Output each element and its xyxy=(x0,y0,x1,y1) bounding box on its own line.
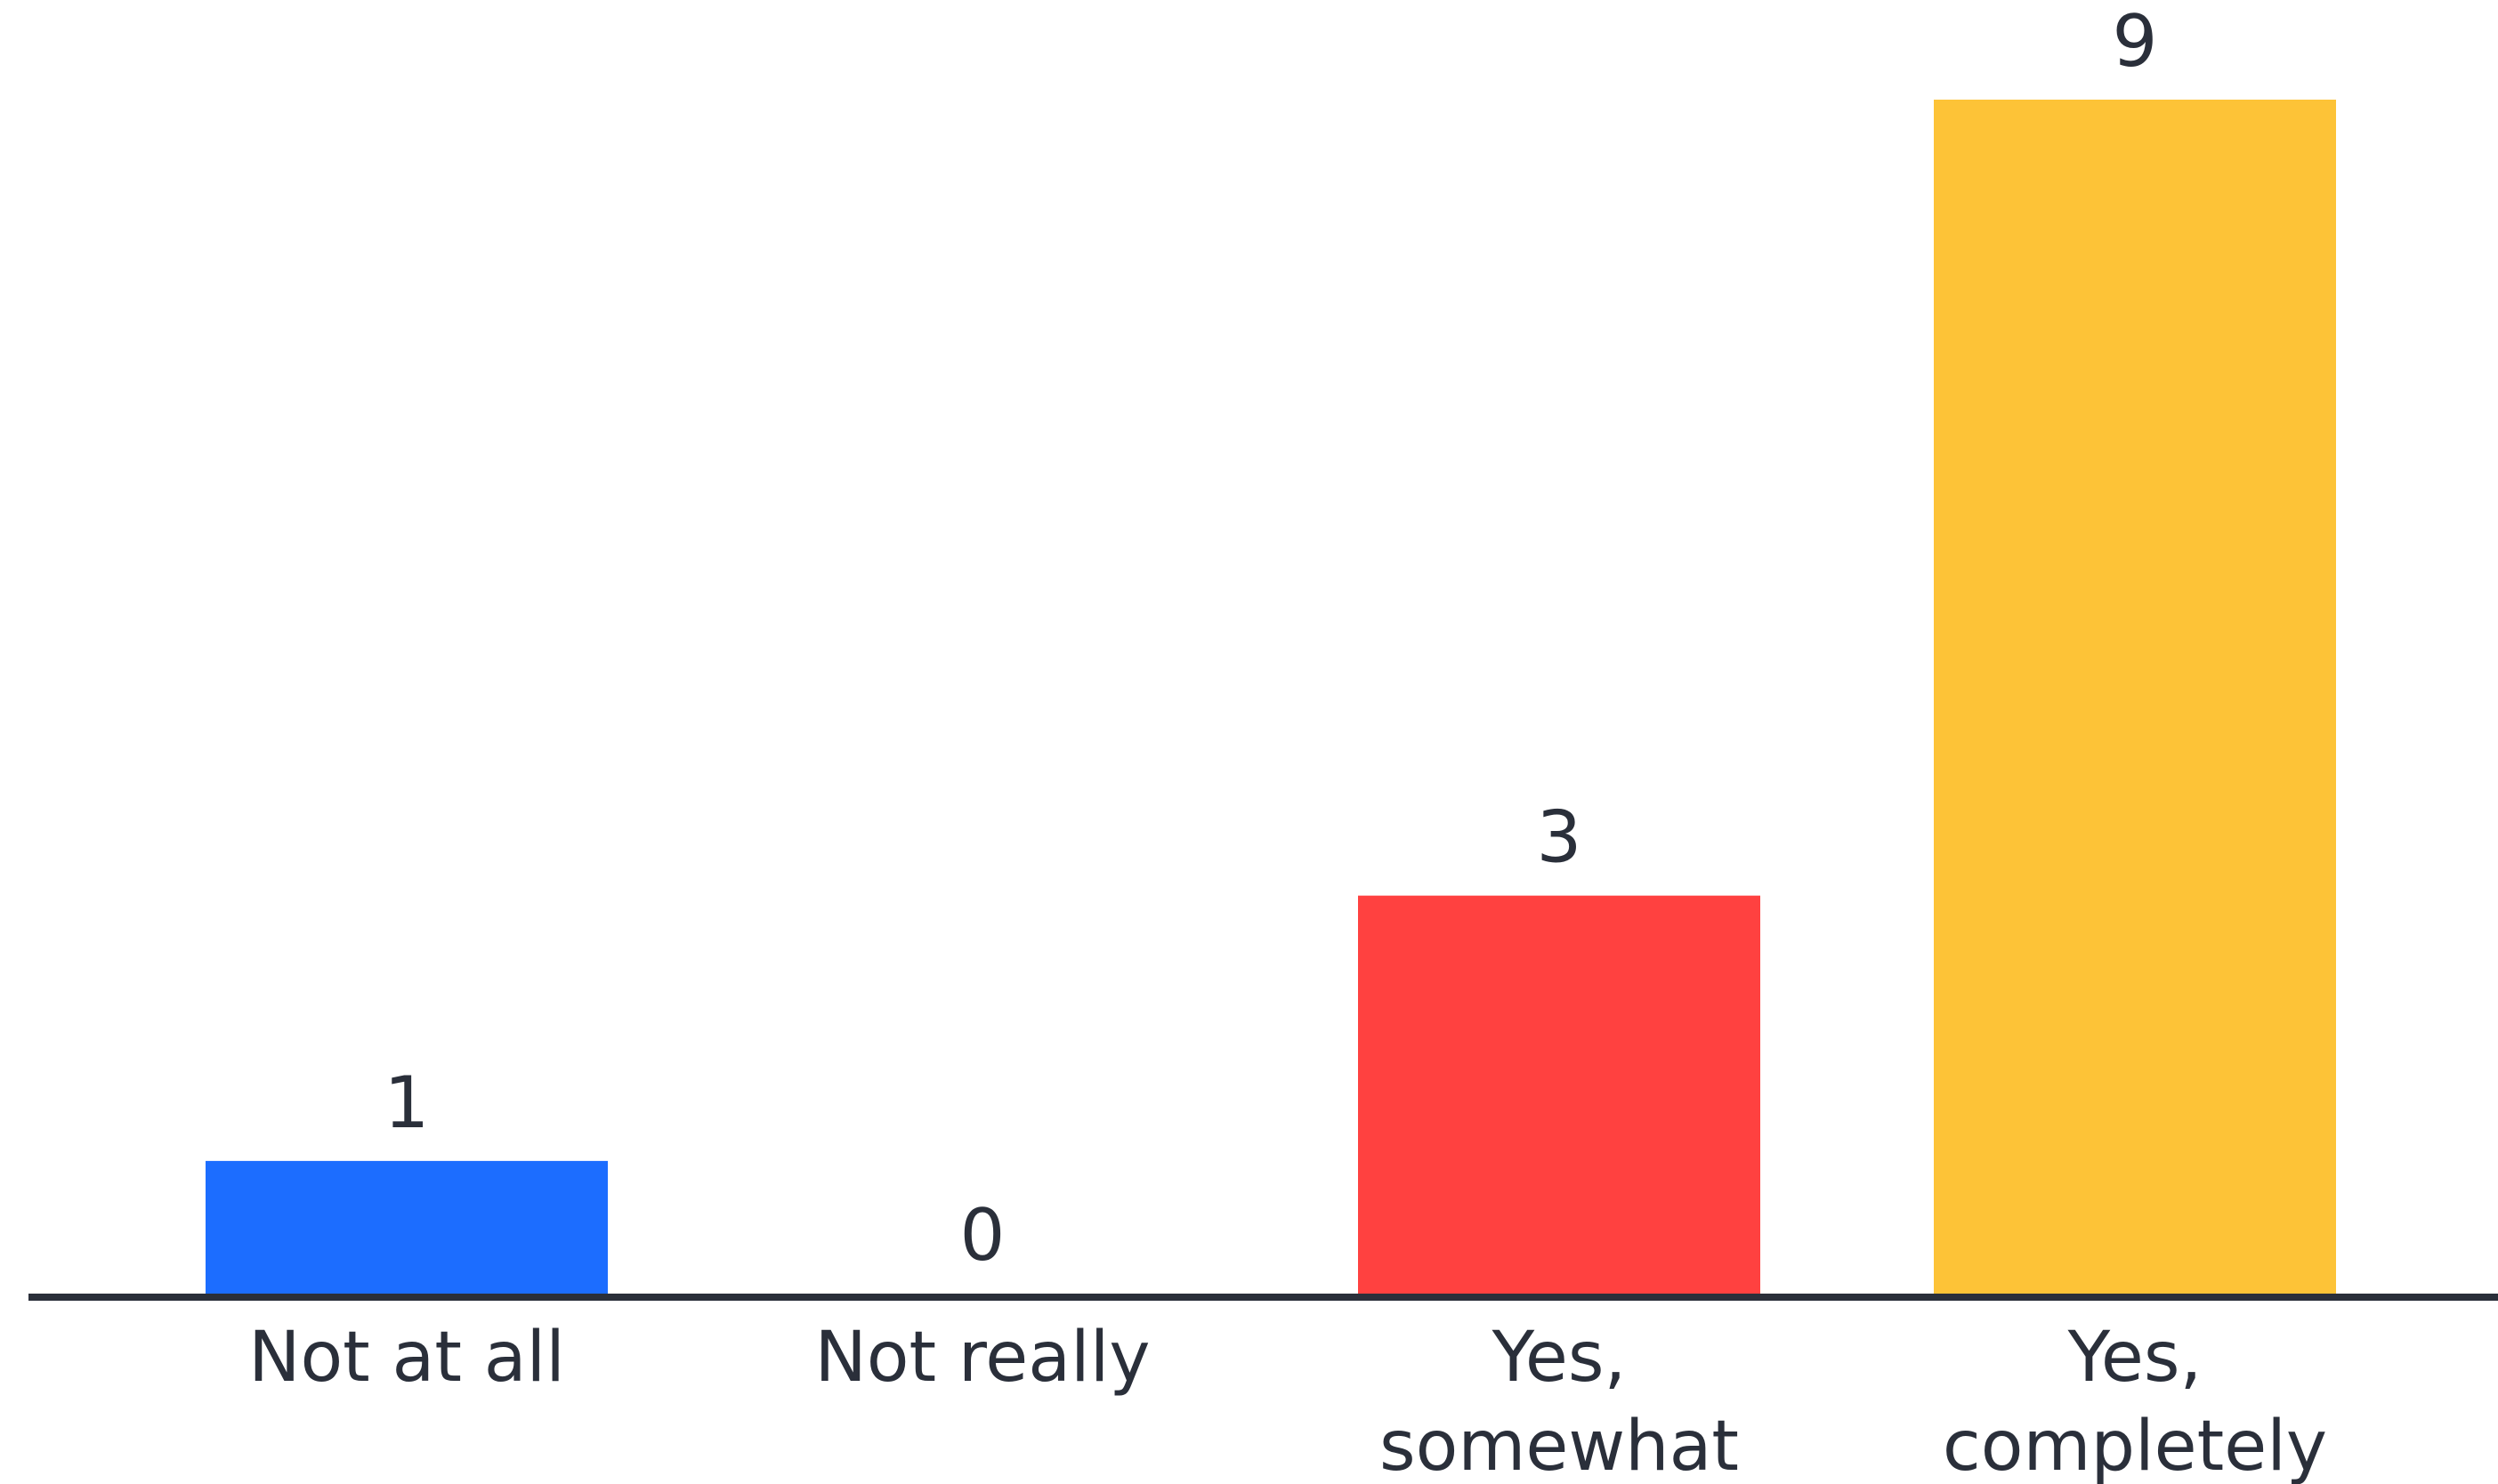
tick-label-3: Yes, completely xyxy=(1943,1318,2327,1484)
value-label-1: 0 xyxy=(960,1194,1006,1277)
bar-2 xyxy=(1358,895,1760,1294)
bar-3 xyxy=(1934,100,2336,1294)
bars-group xyxy=(206,100,2336,1294)
value-labels-group: 1 0 3 9 xyxy=(384,0,2158,1277)
bar-0 xyxy=(206,1160,608,1294)
tick-label-0: Not at all xyxy=(248,1318,565,1398)
tick-label-1: Not really xyxy=(814,1318,1150,1398)
tick-label-2: Yes, somewhat xyxy=(1379,1318,1739,1484)
tick-labels-group: Not at all Not really Yes, somewhat Yes, comp… xyxy=(248,1318,2327,1484)
value-label-2: 3 xyxy=(1537,796,1582,879)
value-label-3: 9 xyxy=(2113,0,2158,83)
value-label-0: 1 xyxy=(384,1061,430,1144)
